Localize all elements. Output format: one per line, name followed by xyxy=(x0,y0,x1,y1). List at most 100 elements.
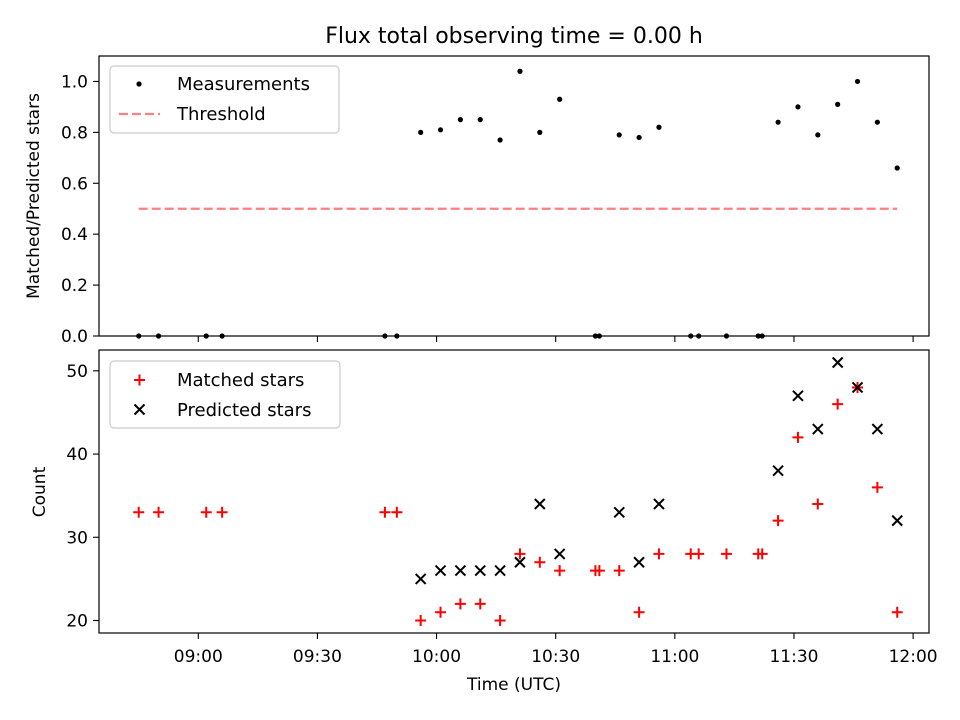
y-tick-label: 0.0 xyxy=(61,327,88,347)
matched-star-point xyxy=(435,606,447,618)
measurement-point xyxy=(477,117,483,123)
matched-star-point xyxy=(772,515,784,527)
measurement-point xyxy=(854,78,861,85)
matched-star-point xyxy=(391,506,403,518)
chart-title: Flux total observing time = 0.00 h xyxy=(325,24,703,49)
matched-star-point xyxy=(216,506,228,518)
predicted-star-point xyxy=(792,390,804,402)
legend-measurements-marker xyxy=(136,81,142,87)
bottom-legend-box xyxy=(109,360,341,429)
legend-predicted-marker xyxy=(133,403,146,416)
predicted-star-point xyxy=(553,548,566,560)
matched-star-point xyxy=(593,565,605,577)
x-axis-label: Time (UTC) xyxy=(466,675,561,695)
measurement-point xyxy=(517,68,523,74)
legend-threshold-label: Threshold xyxy=(176,104,266,125)
top-legend: Measurements Threshold xyxy=(109,65,340,134)
top-ticks: 0.0 0.2 0.4 0.6 0.8 1.0 xyxy=(61,72,914,347)
matched-star-point xyxy=(454,598,466,610)
bottom-legend: Matched stars Predicted stars xyxy=(109,360,341,429)
measurement-point xyxy=(557,96,563,102)
predicted-star-point xyxy=(772,464,784,477)
matched-star-point xyxy=(653,548,665,560)
bottom-ticks: 09:00 09:30 10:00 10:30 11:00 11:30 12:00 20 30 4… xyxy=(66,362,937,667)
matched-star-point xyxy=(756,548,768,560)
predicted-star-point xyxy=(534,498,546,510)
measurement-point xyxy=(835,101,841,107)
bottom-y-axis-label: Count xyxy=(30,466,50,517)
y-tick-label: 20 xyxy=(66,612,88,632)
y-tick-label: 50 xyxy=(66,362,88,382)
measurement-point xyxy=(656,124,662,130)
predicted-star-point xyxy=(653,498,665,510)
predicted-star-point xyxy=(851,381,864,394)
predicted-star-point xyxy=(812,423,824,435)
matched-star-point xyxy=(200,506,212,518)
legend-matched-label: Matched stars xyxy=(177,370,304,391)
matched-star-point xyxy=(379,506,391,518)
matched-star-point xyxy=(534,556,546,568)
measurement-point xyxy=(497,137,503,143)
matched-star-point xyxy=(415,615,427,627)
top-legend-box xyxy=(109,65,340,134)
matched-star-point xyxy=(474,598,486,610)
matched-star-point xyxy=(153,506,165,518)
measurement-point xyxy=(616,132,622,138)
predicted-star-point xyxy=(831,356,844,369)
matched-star-point xyxy=(613,565,625,577)
measurement-point xyxy=(537,129,543,135)
legend-measurements-label: Measurements xyxy=(177,74,310,95)
measurement-point xyxy=(874,119,880,125)
top-axes-frame xyxy=(98,55,930,337)
measurement-point xyxy=(775,119,781,125)
matched-star-point xyxy=(693,548,705,560)
measurement-point xyxy=(636,134,642,141)
matched-star-point xyxy=(633,606,645,618)
bottom-data-marks xyxy=(133,356,903,627)
matched-star-point xyxy=(812,498,824,510)
matched-star-point xyxy=(871,481,883,493)
x-tick-label: 11:00 xyxy=(650,647,699,667)
top-y-axis-label: Matched/Predicted stars xyxy=(24,93,44,299)
x-tick-label: 09:30 xyxy=(293,647,342,667)
top-panel: 0.0 0.2 0.4 0.6 0.8 1.0 Matched/Predicted sta… xyxy=(24,55,930,347)
y-tick-label: 30 xyxy=(66,528,88,548)
matched-star-point xyxy=(832,398,844,410)
top-data-marks xyxy=(136,68,900,339)
legend-predicted-label: Predicted stars xyxy=(177,400,311,421)
y-tick-label: 0.2 xyxy=(61,276,88,296)
y-tick-label: 0.4 xyxy=(61,225,88,245)
matched-star-point xyxy=(792,431,804,443)
legend-matched-marker xyxy=(134,374,145,386)
bottom-axes-frame xyxy=(98,349,930,634)
matched-star-point xyxy=(494,615,506,627)
x-tick-label: 09:00 xyxy=(174,647,223,667)
y-tick-label: 0.6 xyxy=(61,174,88,194)
x-tick-label: 10:00 xyxy=(412,647,461,667)
measurement-point xyxy=(418,129,424,135)
matched-star-point xyxy=(554,565,566,577)
bottom-panel: 09:00 09:30 10:00 10:30 11:00 11:30 12:00 20 30 4… xyxy=(30,349,938,695)
measurement-point xyxy=(795,104,801,110)
predicted-star-point xyxy=(434,564,447,577)
predicted-star-point xyxy=(613,506,625,519)
matched-star-point xyxy=(720,548,732,560)
predicted-star-point xyxy=(474,564,486,577)
measurement-point xyxy=(457,117,463,123)
predicted-star-point xyxy=(871,423,884,435)
matched-star-point xyxy=(514,548,526,560)
predicted-star-point xyxy=(414,573,427,585)
matched-star-point xyxy=(891,606,903,618)
measurement-point xyxy=(437,127,444,133)
matched-star-point xyxy=(133,506,145,518)
x-tick-label: 11:30 xyxy=(769,647,818,667)
measurement-point xyxy=(815,132,821,138)
y-tick-label: 1.0 xyxy=(61,72,88,92)
x-tick-label: 10:30 xyxy=(531,647,580,667)
predicted-star-point xyxy=(633,556,645,568)
predicted-star-point xyxy=(514,556,526,568)
predicted-star-point xyxy=(891,514,903,527)
x-tick-label: 12:00 xyxy=(889,647,938,667)
predicted-star-point xyxy=(454,564,467,577)
